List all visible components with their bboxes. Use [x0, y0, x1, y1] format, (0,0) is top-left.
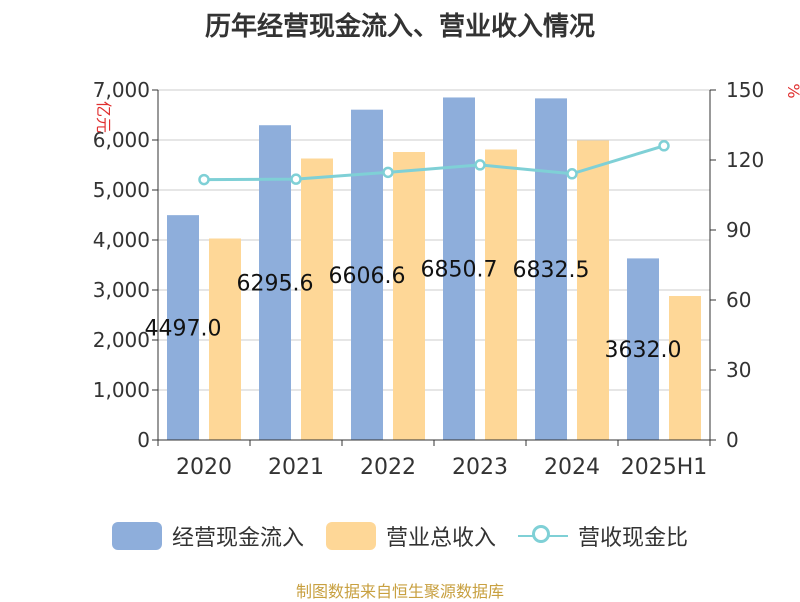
- y-right-tick-label: 90: [726, 218, 751, 242]
- bar-cash-inflow: [351, 109, 383, 441]
- bar-revenue: [577, 140, 609, 440]
- legend-item-ratio[interactable]: 营收现金比: [518, 520, 688, 552]
- data-label-cash-inflow: 6832.5: [513, 258, 590, 283]
- y-left-tick-label: 2,000: [93, 328, 150, 352]
- x-tick-label: 2022: [360, 455, 416, 480]
- bar-revenue: [393, 152, 425, 440]
- y-right-tick-label: 120: [726, 148, 764, 172]
- x-tick-label: 2024: [544, 455, 600, 480]
- bar-revenue: [669, 296, 701, 440]
- y-left-tick-label: 6,000: [93, 128, 150, 152]
- y-right-tick-label: 150: [726, 78, 764, 102]
- bar-cash-inflow: [259, 125, 291, 440]
- data-label-cash-inflow: 4497.0: [145, 317, 222, 342]
- y-left-tick-label: 1,000: [93, 378, 150, 402]
- x-tick-label: 2025H1: [621, 455, 708, 480]
- legend-swatch-revenue: [325, 522, 376, 550]
- y-left-tick-label: 3,000: [93, 278, 150, 302]
- point-ratio: [290, 173, 302, 185]
- y-right-tick-label: 60: [726, 288, 751, 312]
- bar-cash-inflow: [627, 258, 659, 440]
- bar-revenue: [301, 158, 333, 440]
- legend: 经营现金流入 营业总收入 营收现金比: [0, 516, 800, 556]
- point-ratio: [658, 140, 670, 152]
- x-tick-label: 2023: [452, 455, 508, 480]
- legend-label-cash-inflow: 经营现金流入: [171, 526, 304, 551]
- point-ratio: [382, 166, 394, 179]
- source-note: 制图数据来自恒生聚源数据库: [295, 582, 504, 601]
- legend-item-cash-inflow[interactable]: 经营现金流入: [111, 520, 304, 552]
- bar-cash-inflow: [443, 97, 475, 440]
- bar-revenue: [209, 238, 241, 440]
- point-ratio: [198, 173, 210, 186]
- bar-revenue: [485, 149, 517, 440]
- bar-cash-inflow: [167, 215, 199, 440]
- legend-item-revenue[interactable]: 营业总收入: [325, 520, 496, 552]
- x-tick-label: 2021: [268, 455, 324, 480]
- data-label-cash-inflow: 6295.6: [237, 272, 314, 297]
- y-left-tick-label: 5,000: [93, 178, 150, 202]
- data-label-cash-inflow: 3632.0: [605, 338, 682, 363]
- y-left-tick-label: 7,000: [93, 78, 150, 102]
- line-ratio: [203, 144, 665, 182]
- x-tick-label: 2020: [176, 455, 232, 480]
- y-right-tick-label: 0: [726, 428, 739, 452]
- data-label-cash-inflow: 6850.7: [421, 258, 498, 283]
- point-ratio: [566, 168, 578, 180]
- point-ratio: [474, 159, 486, 171]
- chart-title: 历年经营现金流入、营业收入情况: [204, 12, 595, 42]
- y-left-tick-label: 0: [137, 428, 150, 452]
- legend-label-ratio: 营收现金比: [578, 526, 689, 551]
- y-axis-left-unit: 亿元: [94, 101, 113, 133]
- y-left-tick-label: 4,000: [93, 228, 150, 252]
- y-axis-right-unit: %: [784, 83, 800, 98]
- legend-swatch-cash-inflow: [111, 522, 162, 550]
- data-label-cash-inflow: 6606.6: [329, 264, 406, 289]
- legend-swatch-ratio: [518, 522, 568, 550]
- legend-label-revenue: 营业总收入: [385, 526, 496, 551]
- y-right-tick-label: 30: [726, 358, 751, 382]
- bar-cash-inflow: [535, 98, 567, 440]
